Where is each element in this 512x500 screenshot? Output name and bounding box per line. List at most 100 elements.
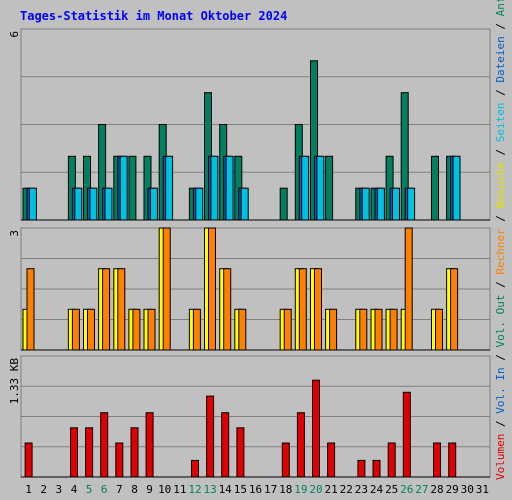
day-label-3: 3 [55,483,62,496]
day-label-15: 15 [234,483,247,496]
bar-bottom-volumen-day-25 [387,442,396,478]
bar-top-anfragen-day-28 [431,155,439,221]
day-label-28: 28 [430,483,443,496]
bar-middle-rechner-day-12 [192,308,201,351]
legend-separator: / [494,275,507,295]
legend-rechner: Rechner [494,228,507,275]
day-label-13: 13 [203,483,216,496]
day-label-20: 20 [309,483,322,496]
bar-middle-rechner-day-21 [329,308,338,351]
bar-top-seiten-day-14 [225,155,234,221]
bar-middle-rechner-day-25 [389,308,398,351]
bar-bottom-volumen-day-24 [372,459,381,478]
series-legend: Volumen / Vol. In / Vol. Out / Rechner /… [494,0,507,480]
bar-top-seiten-day-12 [195,187,204,221]
bar-top-anfragen-day-8 [128,155,137,221]
bar-bottom-volumen-day-1 [24,442,33,478]
bar-middle-rechner-day-20 [314,268,322,351]
legend-separator: / [494,142,507,162]
bar-middle-rechner-day-28 [435,308,443,351]
bar-bottom-volumen-day-18 [281,442,290,478]
bar-bottom-volumen-day-5 [85,427,94,478]
bar-top-seiten-day-10 [165,155,174,221]
bar-bottom-volumen-day-19 [296,412,305,478]
legend-seiten: Seiten [494,102,507,142]
bar-bottom-volumen-day-12 [191,459,199,478]
bar-middle-rechner-day-6 [102,268,111,351]
day-label-5: 5 [86,483,93,496]
day-label-27: 27 [415,483,428,496]
legend-separator: / [494,414,507,434]
bar-top-seiten-day-4 [74,187,83,221]
bar-bottom-volumen-day-9 [145,412,154,478]
day-label-10: 10 [158,483,171,496]
bar-bottom-volumen-day-20 [312,379,320,478]
bar-middle-rechner-day-18 [283,308,292,351]
legend-separator: / [494,83,507,103]
day-label-8: 8 [131,483,138,496]
day-label-12: 12 [188,483,201,496]
bar-bottom-volumen-day-13 [206,395,215,478]
legend-vol-in: Vol. In [494,367,507,413]
bar-middle-rechner-day-15 [238,308,247,351]
day-label-30: 30 [461,483,474,496]
bar-top-seiten-day-6 [104,187,113,221]
day-label-23: 23 [355,483,368,496]
day-label-25: 25 [385,483,398,496]
bar-bottom-volumen-day-21 [327,442,336,478]
bar-middle-rechner-day-5 [87,308,95,351]
legend-vol-out: Vol. Out [494,295,507,348]
day-label-24: 24 [370,483,384,496]
bar-top-seiten-day-24 [376,187,385,221]
day-label-19: 19 [294,483,307,496]
bar-middle-rechner-day-1 [26,268,35,351]
day-label-17: 17 [264,483,277,496]
bar-middle-rechner-day-24 [374,308,383,351]
panel-volume: 1.33 KB [8,355,491,478]
panel-requests-files-pages: 6 [8,28,491,221]
chart-title: Tages-Statistik im Monat Oktober 2024 [20,9,287,23]
legend-anfragen: Anfragen [494,0,507,16]
legend-separator: / [494,16,507,36]
day-label-1: 1 [25,483,32,496]
day-label-29: 29 [446,483,459,496]
day-label-2: 2 [40,483,47,496]
bar-top-seiten-day-15 [240,187,249,221]
day-label-26: 26 [400,483,413,496]
day-axis-labels: 1 2 3 4 5 6 7 8 9 10 11 12 13 14 15 16 17 18 19 20 21 22 23 24 2… [25,483,489,496]
bar-middle-rechner-day-29 [450,268,459,351]
bar-bottom-volumen-day-8 [130,427,139,478]
bar-middle-rechner-day-14 [223,268,232,351]
bar-middle-rechner-day-13 [208,227,216,351]
legend-dateien: Dateien [494,36,507,82]
bar-top-seiten-day-19 [301,155,310,221]
legend-volumen: Volumen [494,434,507,480]
bar-bottom-volumen-day-6 [100,412,109,478]
bar-top-seiten-day-23 [361,187,370,221]
bar-middle-rechner-day-19 [298,268,307,351]
bar-bottom-volumen-day-14 [221,412,230,478]
bar-top-anfragen-day-18 [279,187,288,221]
top-y-max-label: 6 [8,31,21,38]
day-label-9: 9 [146,483,153,496]
bar-top-seiten-day-13 [210,155,219,221]
day-label-4: 4 [71,483,78,496]
day-label-31: 31 [476,483,489,496]
bar-middle-rechner-day-4 [71,308,80,351]
bar-bottom-volumen-day-15 [236,427,245,478]
day-label-6: 6 [101,483,108,496]
panel-visits-hosts: 3 [8,227,491,351]
bar-bottom-volumen-day-26 [402,391,411,478]
bar-top-seiten-day-7 [119,155,128,221]
legend-separator: / [494,208,507,228]
bar-middle-rechner-day-23 [359,308,368,351]
legend-separator: / [494,348,507,368]
bar-top-anfragen-day-21 [325,155,334,221]
bar-bottom-volumen-day-23 [357,459,366,478]
day-label-14: 14 [219,483,233,496]
day-label-16: 16 [249,483,262,496]
bottom-y-max-label: 1.33 KB [8,358,21,405]
day-label-21: 21 [324,483,337,496]
